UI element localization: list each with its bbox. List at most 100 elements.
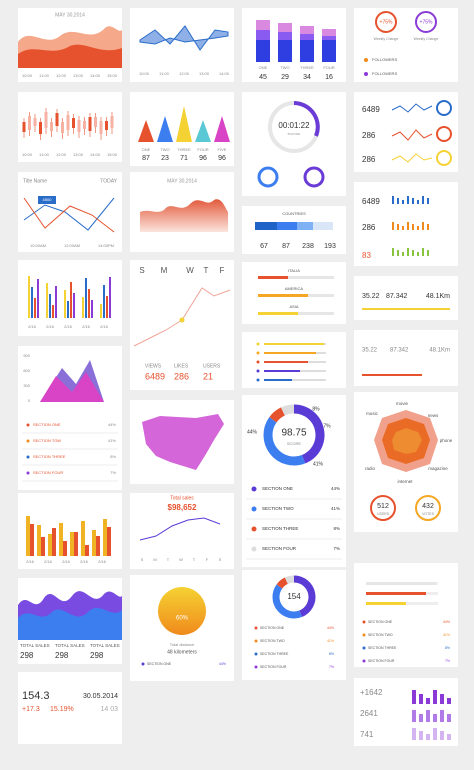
bar	[106, 296, 108, 318]
card	[18, 672, 122, 744]
segment	[297, 222, 313, 230]
x-label: 11:00	[159, 71, 169, 76]
donut-segment	[284, 575, 295, 584]
bar	[412, 224, 414, 230]
status: PLAYING	[288, 132, 301, 136]
line	[23, 197, 115, 233]
bar	[419, 694, 423, 704]
bar	[264, 361, 308, 363]
bar	[440, 710, 444, 722]
candle	[61, 122, 64, 133]
bar	[258, 294, 308, 297]
bar	[366, 592, 426, 595]
section-value: 7%	[333, 546, 340, 551]
value: 96	[218, 155, 226, 162]
bar	[392, 196, 394, 204]
time: 14 03	[100, 706, 118, 713]
section-value: 41%	[331, 506, 340, 511]
section-name: SECTION TWO	[368, 633, 393, 637]
bar	[73, 293, 75, 318]
dot	[254, 626, 258, 630]
label: FOUR	[323, 65, 334, 70]
y-label: 600	[23, 368, 30, 373]
bar	[37, 279, 39, 318]
candle	[72, 118, 75, 128]
title: Total sales	[170, 495, 194, 501]
bar	[322, 40, 336, 62]
x-label: 2/16	[44, 559, 53, 564]
section-name: SECTION ONE	[368, 620, 393, 624]
dot	[26, 423, 30, 427]
area	[140, 199, 228, 232]
triangle	[138, 120, 154, 142]
dot	[251, 546, 257, 552]
dot	[362, 620, 366, 624]
ring-progress	[293, 101, 320, 137]
bar	[37, 525, 41, 556]
bar	[402, 252, 404, 256]
bar	[433, 728, 437, 740]
price: 154.3	[22, 690, 50, 702]
tooltip: 4500	[43, 197, 53, 202]
star	[256, 378, 260, 382]
value: 286	[362, 155, 376, 164]
stat-label: VIEWS	[145, 363, 162, 369]
candles	[22, 108, 114, 140]
bar	[300, 40, 314, 62]
bar	[48, 534, 52, 556]
bar	[103, 519, 107, 556]
triangle	[157, 116, 173, 142]
bar	[426, 710, 430, 722]
bar	[419, 731, 423, 740]
candle	[22, 122, 26, 132]
star	[256, 351, 260, 355]
candle	[28, 116, 31, 130]
x-label: 13:00	[73, 73, 84, 78]
bar	[433, 690, 437, 704]
bar	[426, 734, 430, 740]
value: 34	[303, 74, 311, 81]
candle	[39, 122, 42, 134]
bar	[67, 301, 69, 318]
section-name: SECTION TOW	[33, 438, 61, 443]
bar	[26, 516, 30, 556]
radar	[374, 410, 438, 472]
section-value: 8%	[333, 526, 340, 531]
bar	[447, 734, 451, 740]
bar	[362, 308, 450, 310]
circle	[158, 587, 206, 635]
section-value: 44%	[108, 422, 116, 427]
stat-value: 512	[377, 503, 389, 510]
bar	[91, 300, 93, 318]
bar	[397, 224, 399, 230]
bar	[264, 370, 300, 372]
day: W	[179, 557, 183, 562]
bar	[264, 352, 316, 354]
value: 87	[142, 155, 150, 162]
center: 154	[287, 592, 301, 601]
card	[354, 92, 458, 172]
track	[264, 379, 326, 381]
value: 238	[302, 243, 314, 250]
decor	[18, 11, 452, 740]
dot	[26, 455, 30, 459]
x-label: 2/16	[80, 559, 89, 564]
bar	[426, 698, 430, 704]
label: ITALIA	[288, 268, 300, 273]
value: 48.1Km	[426, 293, 450, 300]
x-label: 11:00	[39, 73, 49, 78]
x-label: 12:00AM	[64, 243, 80, 248]
x-label: 15:00	[107, 152, 118, 157]
time: 00:01:22	[278, 121, 310, 130]
day: F	[206, 557, 209, 562]
sparkline	[391, 129, 433, 141]
bar	[422, 248, 424, 256]
card	[354, 8, 458, 82]
stacked-bars	[256, 20, 336, 62]
card	[242, 332, 346, 388]
bar	[322, 29, 336, 36]
x-label: 2/16	[64, 324, 73, 329]
day: M	[153, 557, 156, 562]
point	[179, 317, 185, 323]
